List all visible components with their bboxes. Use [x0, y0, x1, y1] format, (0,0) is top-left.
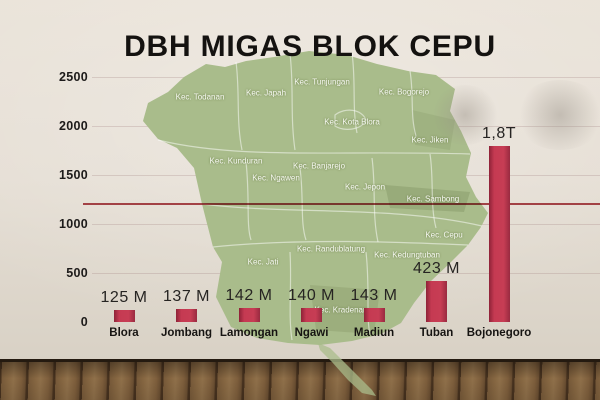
value-label: 143 M [350, 286, 398, 304]
value-label: 423 M [413, 259, 460, 277]
gridline [92, 175, 600, 176]
map-label: Kec. Banjarejo [292, 161, 346, 171]
bar-lamongan [238, 308, 260, 322]
bar-madiun [363, 307, 385, 322]
map-label: Kec. Japah [245, 88, 287, 98]
map-label: Kec. Tunjungan [294, 77, 350, 87]
bar-ngawi [301, 308, 322, 322]
map-label: Kec. Kedungtuban [374, 250, 440, 260]
map-label: Kec. Cepu [425, 230, 463, 240]
wooden-floor [0, 359, 600, 400]
y-tick-label: 1000 [58, 217, 88, 231]
map-label: Kec. Bogorejo [378, 87, 430, 97]
map-label: Kec. Kradenan [314, 305, 368, 315]
value-label: 125 M [100, 288, 148, 306]
map-label: Kec. Jiken [411, 135, 449, 145]
gridline [92, 224, 600, 225]
y-tick-label: 500 [66, 266, 88, 280]
bar-tuban [426, 280, 447, 322]
map-label: Kec. Jati [247, 257, 279, 267]
value-label: 1,8T [481, 124, 516, 142]
bar-bojonegoro [488, 145, 510, 322]
chart-title: DBH MIGAS BLOK CEPU [124, 30, 496, 63]
bar-jombang [176, 308, 197, 322]
reference-line [83, 203, 600, 205]
smoke-smudge [515, 80, 600, 150]
map-label: Kec. Kota Blora [324, 117, 380, 127]
bar-blora [113, 309, 135, 322]
y-tick-label: 1500 [58, 168, 88, 182]
map-label: Kec. Todanan [175, 92, 225, 102]
map-label: Kec. Kunduran [209, 156, 263, 166]
gridline [92, 273, 600, 274]
category-label: Blora [109, 327, 139, 339]
y-tick-label: 2000 [58, 119, 88, 133]
category-label: Bojonegoro [466, 327, 532, 339]
y-tick-label: 0 [80, 315, 88, 329]
map-label: Kec. Randublatung [296, 244, 366, 254]
y-tick-label: 2500 [58, 70, 88, 84]
map-label: Kec. Ngawen [252, 173, 300, 183]
map-label: Kec. Jepon [344, 182, 386, 192]
